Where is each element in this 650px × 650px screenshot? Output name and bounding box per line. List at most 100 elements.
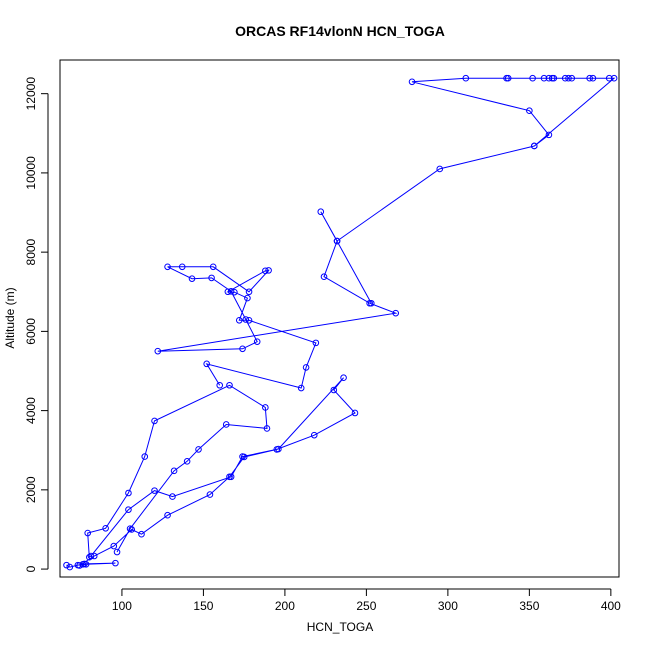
- data-point: [265, 267, 272, 274]
- data-point: [86, 553, 93, 561]
- data-point: [84, 529, 92, 537]
- data-point: [138, 530, 145, 538]
- data-point: [222, 421, 230, 428]
- series-line: [66, 377, 356, 568]
- data-point: [545, 74, 553, 82]
- data-point: [462, 74, 470, 82]
- data-point: [209, 263, 217, 271]
- data-point: [589, 74, 597, 82]
- data-point: [262, 267, 269, 275]
- y-tick-label: 10000: [24, 156, 38, 190]
- data-point: [333, 237, 341, 245]
- data-point: [297, 384, 305, 392]
- data-point: [545, 131, 553, 139]
- data-point: [141, 453, 149, 460]
- data-point: [195, 446, 202, 453]
- series-lines: [66, 77, 616, 568]
- series-line: [336, 77, 616, 242]
- data-point: [164, 511, 171, 519]
- data-point: [113, 548, 121, 556]
- x-tick-label: 400: [601, 599, 621, 613]
- data-point: [245, 316, 253, 324]
- y-tick-label: 6000: [24, 318, 38, 345]
- data-point: [351, 409, 359, 417]
- data-point: [112, 559, 119, 567]
- data-point: [183, 458, 191, 465]
- data-point: [320, 273, 328, 281]
- data-point: [178, 263, 186, 271]
- data-point: [188, 275, 196, 282]
- data-point: [208, 274, 215, 282]
- data-point: [239, 345, 246, 353]
- y-tick-label: 0: [24, 565, 38, 572]
- data-point: [164, 263, 171, 271]
- data-point: [151, 487, 158, 494]
- x-axis-label: HCN_TOGA: [307, 620, 373, 634]
- x-tick-label: 150: [193, 599, 213, 613]
- data-point: [312, 339, 320, 347]
- chart-title: ORCAS RF14vlonN HCN_TOGA: [235, 23, 445, 39]
- data-point: [169, 493, 176, 500]
- data-point: [504, 74, 512, 82]
- data-point: [125, 506, 132, 513]
- x-tick-label: 100: [112, 599, 132, 613]
- series-line: [157, 211, 398, 389]
- data-point: [63, 561, 70, 569]
- data-point: [76, 562, 83, 569]
- x-tick-label: 300: [438, 599, 458, 613]
- data-point: [526, 107, 533, 115]
- data-point: [102, 524, 109, 532]
- data-point: [253, 338, 261, 345]
- data-point: [227, 288, 235, 295]
- data-point: [227, 473, 235, 481]
- data-point: [224, 288, 232, 296]
- data-point: [367, 299, 375, 307]
- data-point: [125, 489, 132, 497]
- data-point: [239, 453, 246, 460]
- data-point: [340, 374, 347, 382]
- y-axis-label: Altitude (m): [3, 287, 17, 348]
- data-point: [610, 74, 618, 82]
- data-point: [154, 347, 162, 355]
- data-point: [436, 165, 444, 173]
- data-point: [226, 381, 233, 389]
- y-tick-label: 4000: [24, 397, 38, 424]
- data-point: [262, 404, 269, 411]
- data-point: [151, 417, 158, 425]
- data-point: [231, 288, 238, 296]
- x-axis: 100 150 200 250 300 350 400: [112, 588, 621, 613]
- x-tick-label: 250: [356, 599, 376, 613]
- y-tick-label: 12000: [24, 77, 38, 111]
- data-point: [242, 316, 250, 323]
- data-point: [568, 74, 576, 82]
- data-point: [392, 309, 400, 317]
- data-point: [561, 74, 569, 82]
- data-point: [605, 74, 613, 82]
- data-point: [126, 525, 134, 532]
- data-point: [275, 445, 282, 453]
- data-point: [235, 316, 243, 324]
- data-point: [408, 78, 416, 86]
- data-point: [203, 360, 210, 368]
- data-point: [565, 74, 572, 82]
- y-axis: 0 2000 4000 6000 8000 10000 12000: [24, 77, 49, 572]
- data-point: [110, 542, 118, 550]
- data-point: [82, 561, 90, 568]
- y-tick-label: 2000: [24, 476, 38, 503]
- plot-frame: [59, 59, 620, 578]
- y-tick-label: 8000: [24, 238, 38, 265]
- data-point: [170, 467, 178, 475]
- x-tick-label: 200: [275, 599, 295, 613]
- data-points: [63, 74, 618, 571]
- data-point: [263, 425, 271, 432]
- data-point: [550, 74, 558, 82]
- data-point: [302, 364, 310, 371]
- data-point: [245, 288, 253, 296]
- data-point: [586, 74, 593, 82]
- data-point: [216, 381, 224, 389]
- data-point: [244, 294, 251, 302]
- data-point: [317, 208, 325, 216]
- data-point: [540, 74, 548, 82]
- data-point: [529, 74, 536, 82]
